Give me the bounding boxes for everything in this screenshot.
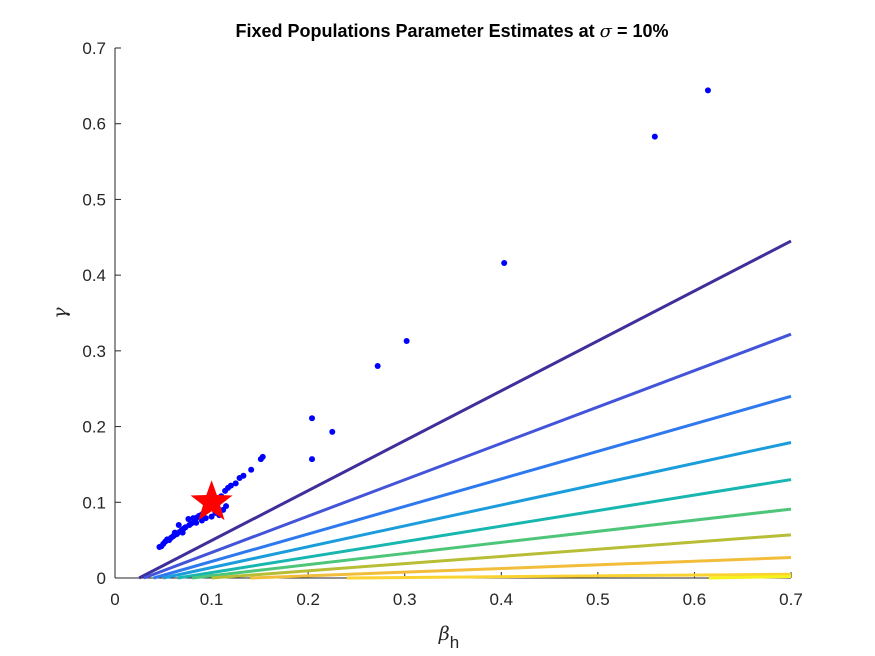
x-tick-label: 0.2	[296, 590, 320, 609]
data-point	[179, 529, 186, 536]
x-tick-label: 0.3	[393, 590, 417, 609]
data-point	[175, 522, 182, 528]
data-point	[185, 515, 192, 522]
contour-line	[192, 507, 792, 580]
chart-title: Fixed Populations Parameter Estimates at…	[236, 21, 669, 42]
contour-line	[346, 572, 792, 580]
scatter-points	[156, 87, 711, 550]
x-tick-label: 0.7	[779, 590, 803, 609]
data-point	[232, 480, 239, 487]
y-tick-label: 0.6	[82, 115, 106, 134]
x-tick-label: 0	[110, 590, 119, 609]
x-tick-label: 0.5	[586, 590, 610, 609]
tick-labels: 0 0.1 0.2 0.3 0.4 0.5 0.6 0.7 0 0.1 0.2 0.3 0.4 0.5 0.…	[82, 39, 802, 609]
contour-lines	[138, 239, 792, 580]
y-tick-label: 0	[97, 569, 106, 588]
data-point	[651, 133, 658, 140]
contour-line	[143, 332, 792, 580]
y-tick-label: 0.1	[82, 493, 106, 512]
x-axis-label: βh	[438, 623, 459, 652]
contour-line	[138, 239, 792, 580]
y-tick-label: 0.4	[82, 266, 106, 285]
data-point	[170, 532, 177, 539]
y-tick-label: 0.5	[82, 190, 106, 209]
data-point	[223, 503, 230, 510]
x-tick-label: 0.4	[489, 590, 513, 609]
data-point	[329, 428, 336, 435]
y-tick-label: 0.3	[82, 342, 106, 361]
data-point	[208, 513, 215, 520]
data-point	[403, 338, 410, 345]
x-tick-label: 0.6	[683, 590, 707, 609]
contour-line	[177, 478, 792, 580]
true-value-star-marker	[190, 480, 233, 521]
data-point	[222, 487, 229, 494]
y-tick-label: 0.7	[82, 39, 106, 58]
data-point	[374, 363, 381, 369]
data-point	[501, 260, 508, 267]
y-tick-label: 0.2	[82, 418, 106, 437]
contour-line	[211, 533, 792, 580]
contour-line	[708, 574, 792, 580]
data-point	[156, 543, 163, 550]
data-point	[309, 415, 316, 422]
contour-line	[153, 394, 792, 580]
x-tick-label: 0.1	[200, 590, 224, 609]
y-axis-label: γ	[49, 307, 71, 319]
data-point	[704, 87, 711, 94]
data-point	[190, 515, 197, 522]
data-point	[309, 456, 316, 463]
data-point	[248, 466, 255, 473]
contour-line	[250, 556, 792, 580]
contour-line	[162, 441, 792, 580]
data-point	[193, 519, 200, 526]
data-point	[257, 456, 264, 463]
data-point	[236, 475, 243, 482]
data-point	[202, 515, 209, 522]
